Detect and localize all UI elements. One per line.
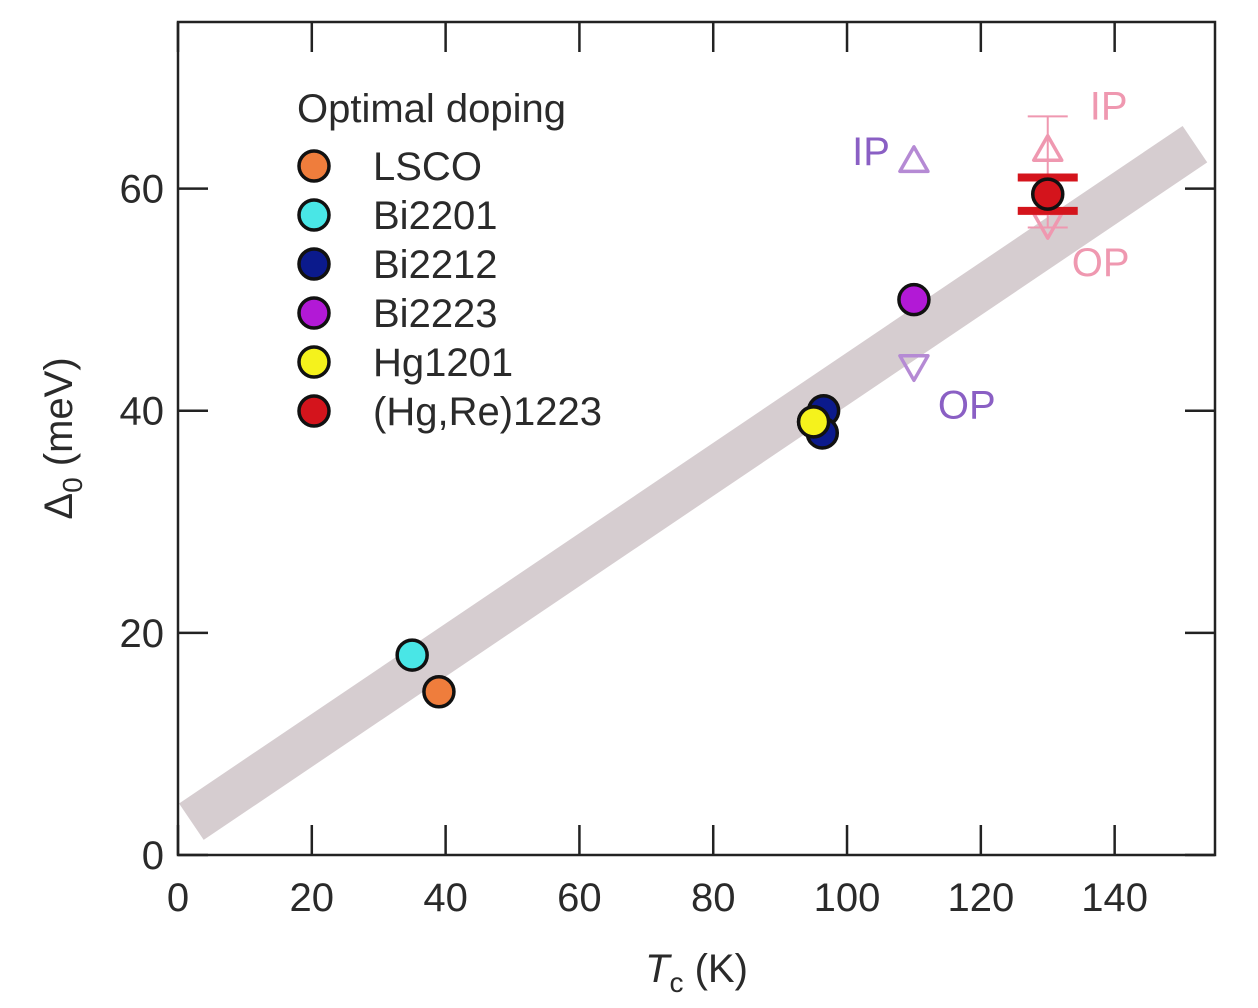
legend-marker <box>297 149 331 183</box>
x-tick-label: 80 <box>691 876 736 920</box>
data-marks: IP OP IP OP <box>395 85 1130 709</box>
trend-band-layer <box>179 125 1208 840</box>
legend-label: Bi2201 <box>373 194 498 238</box>
data-point <box>422 674 456 709</box>
legend-marker <box>297 345 331 379</box>
legend-marker <box>297 394 331 428</box>
legend: Optimal doping LSCO Bi2201 Bi2212 Bi2223 Hg12… <box>297 87 602 434</box>
plot-frame <box>176 20 1217 857</box>
legend-label: Hg1201 <box>373 341 513 385</box>
data-point <box>395 638 429 672</box>
x-tick-label: 140 <box>1081 876 1148 920</box>
x-tick-label: 100 <box>814 876 881 920</box>
legend-marker <box>297 296 331 330</box>
legend-marker <box>297 247 331 281</box>
legend-title: Optimal doping <box>297 87 566 131</box>
y-tick-label: 0 <box>142 834 164 878</box>
legend-marker <box>297 198 331 232</box>
x-tick-label: 120 <box>947 876 1014 920</box>
data-point <box>796 405 831 439</box>
annotation-label: IP <box>852 130 890 174</box>
legend-label: (Hg,Re)1223 <box>373 390 602 434</box>
y-tick-label: 60 <box>120 168 165 212</box>
trend-band <box>179 125 1208 840</box>
y-axis-symbol: Δ <box>37 493 81 520</box>
x-tick-label: 40 <box>423 876 468 920</box>
open-triangle-marker <box>898 145 930 174</box>
x-axis-title: Tc (K) <box>645 947 748 998</box>
annotation-label: OP <box>1072 241 1130 285</box>
x-tick-label: 20 <box>290 876 335 920</box>
y-tick-label: 20 <box>120 612 165 656</box>
data-point <box>897 282 931 317</box>
y-axis-subscript: 0 <box>57 477 88 493</box>
y-axis-title: Δ0 (meV) <box>37 357 88 519</box>
axis-ticks: 0 20 40 60 80 100 120 140 0 20 40 60 <box>120 22 1215 920</box>
x-tick-label: 0 <box>167 876 189 920</box>
annotation-label: OP <box>938 383 996 427</box>
data-point <box>1030 177 1065 211</box>
annotation-label: IP <box>1090 85 1128 129</box>
x-tick-label: 60 <box>557 876 602 920</box>
x-axis-symbol: T <box>645 947 672 991</box>
legend-label: LSCO <box>373 145 482 189</box>
legend-label: Bi2223 <box>373 292 498 336</box>
x-axis-subscript: c <box>670 967 684 998</box>
legend-label: Bi2212 <box>373 243 498 287</box>
y-tick-label: 40 <box>120 390 165 434</box>
y-axis-unit: (meV) <box>37 357 81 477</box>
open-triangle-marker <box>898 354 930 383</box>
x-axis-unit: (K) <box>684 947 748 991</box>
open-triangle-marker <box>1031 133 1064 162</box>
